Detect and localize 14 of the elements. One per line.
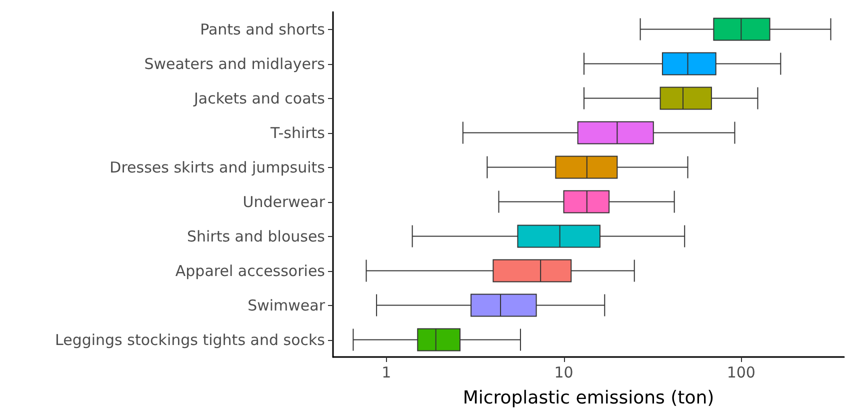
x-tick-label: 100	[726, 364, 756, 382]
x-tick-label: 10	[554, 364, 574, 382]
y-tick-label: Swimwear	[248, 296, 326, 314]
y-tick-label: T-shirts	[269, 124, 326, 142]
y-tick-label: Pants and shorts	[200, 20, 326, 38]
y-tick-label: Apparel accessories	[175, 262, 326, 280]
x-tick-label: 1	[382, 364, 392, 382]
y-tick-label: Jackets and coats	[192, 89, 326, 108]
y-tick-label: Underwear	[242, 192, 326, 211]
y-tick-label: Sweaters and midlayers	[144, 54, 326, 73]
y-tick-label: Dresses skirts and jumpsuits	[110, 158, 326, 176]
y-tick-label: Shirts and blouses	[186, 227, 326, 246]
x-axis-title: Microplastic emissions (ton)	[462, 388, 714, 408]
y-tick-label: Leggings stockings tights and socks	[55, 330, 326, 349]
